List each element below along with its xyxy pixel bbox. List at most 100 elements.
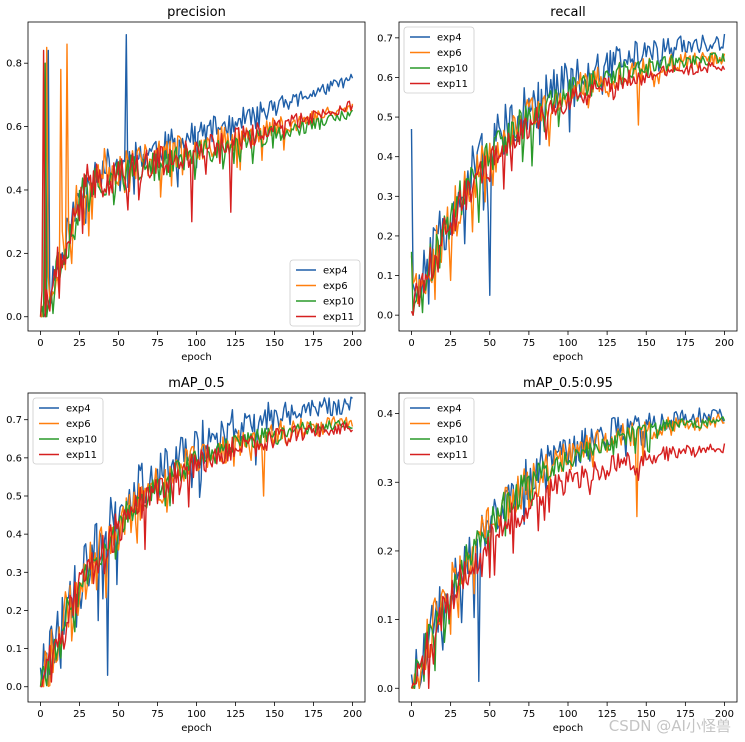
y-tick-label: 0.7 [377, 33, 393, 44]
x-tick-label: 125 [598, 709, 617, 720]
watermark: CSDN @AI小怪兽 [608, 717, 731, 735]
y-tick-label: 0.4 [6, 530, 22, 541]
x-tick-label: 0 [37, 338, 43, 349]
legend-label-exp11: exp11 [323, 312, 354, 323]
y-tick-label: 0.2 [6, 606, 22, 617]
x-axis-label: epoch [181, 723, 211, 734]
x-tick-label: 150 [637, 338, 656, 349]
x-axis-label: epoch [553, 352, 583, 363]
y-tick-label: 0.5 [377, 113, 393, 124]
legend: exp4 exp6 exp10 exp11 [32, 397, 104, 465]
y-tick-label: 0.2 [6, 249, 22, 260]
x-tick-label: 25 [73, 709, 86, 720]
legend: exp4 exp6 exp10 exp11 [403, 26, 475, 94]
x-tick-label: 25 [444, 338, 457, 349]
x-tick-label: 175 [304, 338, 323, 349]
x-tick-label: 50 [483, 709, 496, 720]
series-line-exp11 [40, 422, 354, 688]
y-tick-label: 0.1 [6, 644, 22, 655]
legend-label-exp11: exp11 [66, 450, 97, 461]
y-tick-label: 0.3 [6, 568, 22, 579]
x-tick-label: 0 [408, 338, 414, 349]
x-tick-label: 175 [676, 338, 695, 349]
y-tick-label: 0.6 [6, 122, 22, 133]
x-tick-label: 175 [676, 709, 695, 720]
chart-title: recall [550, 5, 585, 20]
legend-box [289, 259, 361, 327]
legend: exp4 exp6 exp10 exp11 [403, 397, 475, 465]
y-tick-label: 0.2 [377, 546, 393, 557]
chart-title: mAP_0.5:0.95 [523, 376, 613, 391]
x-tick-label: 50 [112, 709, 125, 720]
legend-label-exp11: exp11 [437, 79, 468, 90]
y-tick-label: 0.0 [377, 311, 393, 322]
x-axis-label: epoch [181, 352, 211, 363]
x-tick-label: 50 [483, 338, 496, 349]
x-tick-label: 75 [151, 709, 164, 720]
legend-label-exp6: exp6 [66, 419, 91, 430]
legend-label-exp6: exp6 [437, 48, 462, 59]
x-tick-label: 75 [523, 709, 536, 720]
chart-panel-0: precision 0 25 50 75 100 125 150 175 200 0.0 0.2 0.4… [6, 5, 366, 363]
x-tick-label: 100 [187, 338, 206, 349]
x-tick-label: 0 [37, 709, 43, 720]
y-tick-label: 0.6 [6, 453, 22, 464]
y-tick-label: 0.0 [6, 312, 22, 323]
x-tick-label: 150 [265, 709, 284, 720]
x-tick-label: 200 [343, 709, 362, 720]
legend-label-exp10: exp10 [323, 297, 354, 308]
legend-box [403, 26, 475, 94]
y-tick-label: 0.2 [377, 231, 393, 242]
y-tick-label: 0.3 [377, 478, 393, 489]
y-tick-label: 0.3 [377, 192, 393, 203]
chart-panel-2: mAP_0.5 0 25 50 75 100 125 150 175 200 0.0 0.1 0.2 0.… [6, 376, 366, 734]
y-tick-label: 0.4 [377, 152, 393, 163]
x-tick-label: 125 [226, 709, 245, 720]
x-tick-label: 100 [558, 338, 577, 349]
y-tick-label: 0.4 [6, 185, 22, 196]
x-tick-label: 100 [187, 709, 206, 720]
x-tick-label: 150 [265, 338, 284, 349]
y-tick-label: 0.7 [6, 415, 22, 426]
legend-box [32, 397, 104, 465]
x-tick-label: 200 [343, 338, 362, 349]
x-tick-label: 125 [598, 338, 617, 349]
y-tick-label: 0.8 [6, 59, 22, 70]
y-tick-label: 0.6 [377, 73, 393, 84]
chart-title: precision [167, 5, 226, 20]
x-tick-label: 200 [715, 709, 734, 720]
y-tick-label: 0.0 [6, 682, 22, 693]
legend-label-exp4: exp4 [437, 404, 462, 415]
chart-panel-3: mAP_0.5:0.95 0 25 50 75 100 125 150 175 200 0.0 0.1… [377, 376, 738, 734]
series-line-exp4 [410, 33, 726, 305]
y-tick-label: 0.1 [377, 615, 393, 626]
x-tick-label: 200 [715, 338, 734, 349]
x-tick-label: 125 [226, 338, 245, 349]
chart-panel-1: recall 0 25 50 75 100 125 150 175 200 0.0 0.1 0.2 0.3… [377, 5, 738, 363]
series-line-exp11 [410, 61, 726, 316]
legend-label-exp10: exp10 [437, 435, 468, 446]
y-tick-label: 0.1 [377, 271, 393, 282]
x-tick-label: 25 [73, 338, 86, 349]
x-tick-label: 100 [558, 709, 577, 720]
chart-title: mAP_0.5 [168, 376, 225, 391]
legend-label-exp10: exp10 [437, 64, 468, 75]
x-tick-label: 0 [408, 709, 414, 720]
series-line-exp11 [39, 49, 354, 318]
legend-label-exp6: exp6 [437, 419, 462, 430]
legend-label-exp10: exp10 [66, 435, 97, 446]
legend-label-exp4: exp4 [437, 33, 462, 44]
y-tick-label: 0.0 [377, 684, 393, 695]
x-axis-label: epoch [553, 723, 583, 734]
legend-label-exp11: exp11 [437, 450, 468, 461]
legend-box [403, 397, 475, 465]
x-tick-label: 175 [304, 709, 323, 720]
x-tick-label: 75 [523, 338, 536, 349]
x-tick-label: 150 [637, 709, 656, 720]
y-tick-label: 0.4 [377, 409, 393, 420]
x-tick-label: 50 [112, 338, 125, 349]
legend-label-exp4: exp4 [323, 266, 348, 277]
legend-label-exp4: exp4 [66, 404, 91, 415]
series-line-exp11 [410, 443, 726, 689]
